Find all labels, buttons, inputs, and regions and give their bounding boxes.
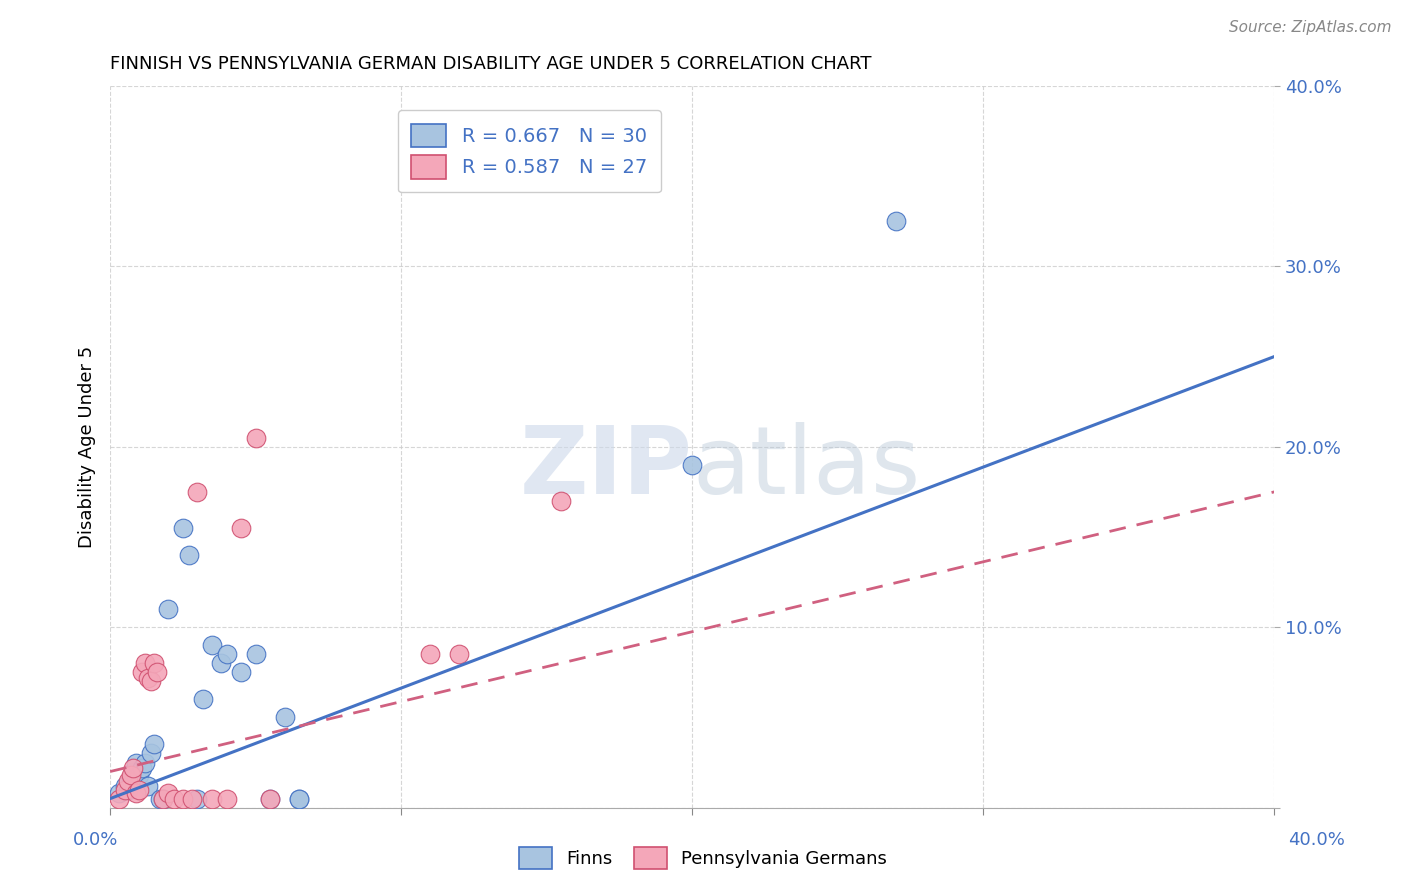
Point <box>145 665 167 680</box>
Point <box>114 779 136 793</box>
Point <box>139 674 162 689</box>
Point <box>245 647 267 661</box>
Text: Source: ZipAtlas.com: Source: ZipAtlas.com <box>1229 20 1392 35</box>
Point <box>117 773 139 788</box>
Legend: R = 0.667   N = 30, R = 0.587   N = 27: R = 0.667 N = 30, R = 0.587 N = 27 <box>398 110 661 193</box>
Text: ZIP: ZIP <box>519 423 692 515</box>
Point <box>122 761 145 775</box>
Point <box>201 791 224 805</box>
Point <box>449 647 471 661</box>
Point <box>215 791 238 805</box>
Point <box>193 692 215 706</box>
Point <box>142 738 165 752</box>
Point <box>125 786 148 800</box>
Point <box>209 657 232 671</box>
Point <box>172 791 194 805</box>
Point <box>550 493 572 508</box>
Point <box>117 782 139 797</box>
Point <box>231 665 253 680</box>
Point <box>134 756 156 770</box>
Point <box>157 786 180 800</box>
Point <box>152 791 174 805</box>
Point <box>139 747 162 761</box>
Point <box>288 791 311 805</box>
Legend: Finns, Pennsylvania Germans: Finns, Pennsylvania Germans <box>512 839 894 876</box>
Point <box>120 773 142 788</box>
Point <box>186 791 208 805</box>
Point <box>274 710 297 724</box>
Point <box>177 548 200 562</box>
Point <box>180 791 202 805</box>
Point <box>114 782 136 797</box>
Point <box>108 786 131 800</box>
Point <box>108 791 131 805</box>
Point <box>128 782 150 797</box>
Point <box>120 768 142 782</box>
Text: atlas: atlas <box>692 423 921 515</box>
Point <box>231 521 253 535</box>
Point <box>172 521 194 535</box>
Point <box>245 431 267 445</box>
Text: 0.0%: 0.0% <box>73 831 118 849</box>
Point <box>157 602 180 616</box>
Point <box>259 791 281 805</box>
Point <box>152 791 174 805</box>
Point <box>136 779 159 793</box>
Point <box>131 761 153 775</box>
Point <box>134 657 156 671</box>
Point <box>259 791 281 805</box>
Point <box>128 768 150 782</box>
Point <box>215 647 238 661</box>
Point <box>125 756 148 770</box>
Point <box>201 638 224 652</box>
Point <box>131 665 153 680</box>
Point <box>419 647 441 661</box>
Text: FINNISH VS PENNSYLVANIA GERMAN DISABILITY AGE UNDER 5 CORRELATION CHART: FINNISH VS PENNSYLVANIA GERMAN DISABILIT… <box>110 55 872 73</box>
Text: 40.0%: 40.0% <box>1288 831 1344 849</box>
Point <box>136 671 159 685</box>
Point <box>884 214 907 228</box>
Point <box>186 484 208 499</box>
Point <box>163 791 186 805</box>
Point <box>288 791 311 805</box>
Point <box>122 764 145 779</box>
Point <box>149 791 172 805</box>
Point <box>681 458 703 472</box>
Y-axis label: Disability Age Under 5: Disability Age Under 5 <box>79 345 96 548</box>
Point <box>142 657 165 671</box>
